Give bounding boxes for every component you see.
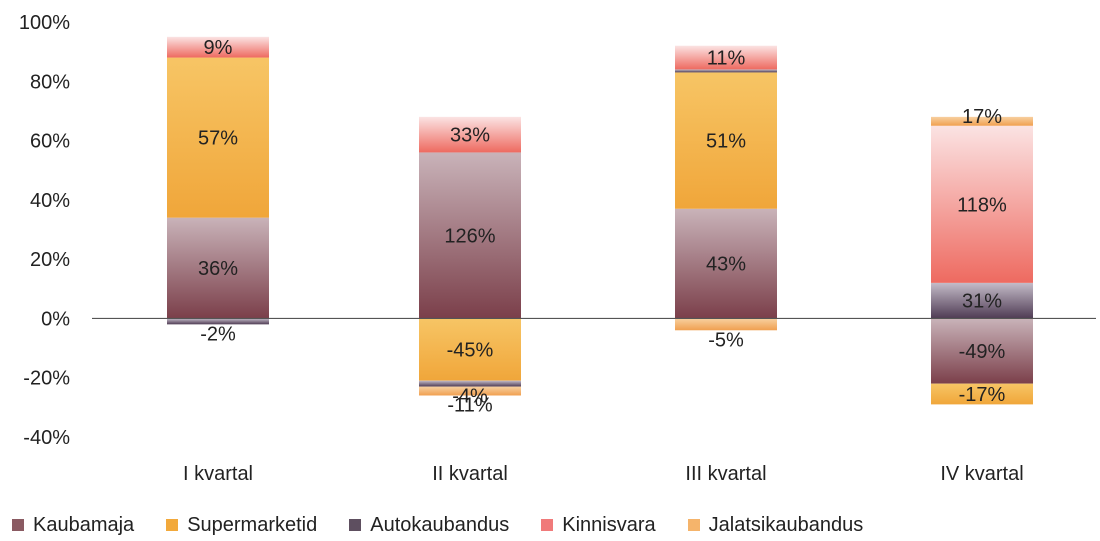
x-category-label: III kvartal bbox=[685, 463, 766, 485]
data-label: -5% bbox=[708, 329, 744, 351]
bar-segment-supermarketid bbox=[419, 318, 521, 381]
data-label: 43% bbox=[706, 254, 746, 276]
bar-segment-kaubamaja bbox=[675, 208, 777, 319]
data-label: 51% bbox=[706, 131, 746, 153]
data-label: 9% bbox=[204, 37, 233, 59]
data-label: 31% bbox=[962, 291, 1002, 313]
x-axis-category-labels: I kvartal II kvartal III kvartal IV kvartal bbox=[183, 463, 1024, 485]
y-tick-label: -20% bbox=[23, 368, 70, 390]
bar-segment-autokaubandus bbox=[675, 69, 777, 73]
data-label: 118% bbox=[957, 194, 1007, 216]
legend-swatch bbox=[349, 519, 362, 531]
data-label: -49% bbox=[959, 341, 1006, 363]
legend-item-kinnisvara: Kinnisvara bbox=[541, 513, 656, 537]
legend-swatch bbox=[12, 519, 24, 531]
legend: Kaubamaja Supermarketid Autokaubandus Kinni… bbox=[12, 512, 895, 538]
data-labels: 36% 57% 9% -2% 126% 33% -45% -4%-11% 43% 51% 11% -5… bbox=[198, 37, 1007, 416]
y-tick-label: -40% bbox=[23, 427, 70, 449]
legend-item-supermarketid: Supermarketid bbox=[166, 514, 317, 537]
bar-segment-jalatsikaubandus bbox=[419, 386, 521, 396]
data-label: -11% bbox=[447, 395, 492, 417]
data-label: 33% bbox=[450, 125, 490, 147]
bar-segment-kinnisvara bbox=[167, 36, 269, 58]
x-category-label: I kvartal bbox=[183, 463, 253, 485]
legend-label: Kaubamaja bbox=[33, 513, 135, 536]
bar-segment-autokaubandus bbox=[167, 318, 269, 325]
bar-segment-kaubamaja bbox=[167, 217, 269, 319]
bar-segment-jalatsikaubandus bbox=[931, 116, 1033, 126]
data-label: -2% bbox=[200, 323, 236, 345]
y-axis-tick-labels: 100% 80% 60% 40% 20% 0% -20% -40% bbox=[19, 12, 70, 449]
data-label: 57% bbox=[198, 128, 238, 150]
legend-swatch bbox=[687, 519, 700, 531]
bar-segment-autokaubandus bbox=[931, 282, 1033, 319]
bar-segment-kaubamaja bbox=[419, 152, 521, 319]
x-category-label: II kvartal bbox=[432, 463, 508, 485]
y-tick-label: 0% bbox=[41, 308, 70, 330]
data-label: 17% bbox=[962, 106, 1002, 128]
bars bbox=[167, 36, 1033, 405]
y-tick-label: 60% bbox=[30, 131, 70, 153]
legend-item-kaubamaja: Kaubamaja bbox=[12, 514, 134, 537]
bar-segment-kinnisvara bbox=[419, 116, 521, 153]
legend-label: Kinnisvara bbox=[562, 513, 656, 536]
legend-label: Supermarketid bbox=[187, 513, 318, 536]
legend-label: Jalatsikaubandus bbox=[708, 513, 864, 536]
bar-segment-kinnisvara bbox=[675, 45, 777, 70]
bar-segment-jalatsikaubandus bbox=[675, 318, 777, 331]
legend-item-autokaubandus: Autokaubandus bbox=[349, 514, 509, 537]
y-tick-label: 40% bbox=[30, 190, 70, 212]
data-label: -17% bbox=[959, 384, 1006, 406]
bar-segment-supermarketid bbox=[675, 72, 777, 209]
legend-item-jalatsikaubandus: Jalatsikaubandus bbox=[687, 513, 864, 537]
bar-segment-supermarketid bbox=[931, 383, 1033, 405]
legend-swatch bbox=[541, 519, 554, 531]
bar-segment-kaubamaja bbox=[931, 318, 1033, 384]
data-label: -4% bbox=[452, 386, 488, 408]
bar-segment-autokaubandus bbox=[419, 380, 521, 387]
bar-segment-supermarketid bbox=[167, 57, 269, 218]
legend-label: Autokaubandus bbox=[370, 513, 510, 536]
data-label: -45% bbox=[447, 340, 494, 362]
data-label: 36% bbox=[198, 258, 238, 280]
data-label: 126% bbox=[444, 225, 495, 247]
bar-segment-kinnisvara bbox=[931, 125, 1033, 283]
y-tick-label: 100% bbox=[19, 12, 70, 34]
legend-swatch bbox=[166, 519, 179, 531]
data-label: 11% bbox=[707, 48, 746, 70]
y-tick-label: 20% bbox=[30, 249, 70, 271]
x-category-label: IV kvartal bbox=[940, 463, 1023, 485]
y-tick-label: 80% bbox=[30, 71, 70, 93]
